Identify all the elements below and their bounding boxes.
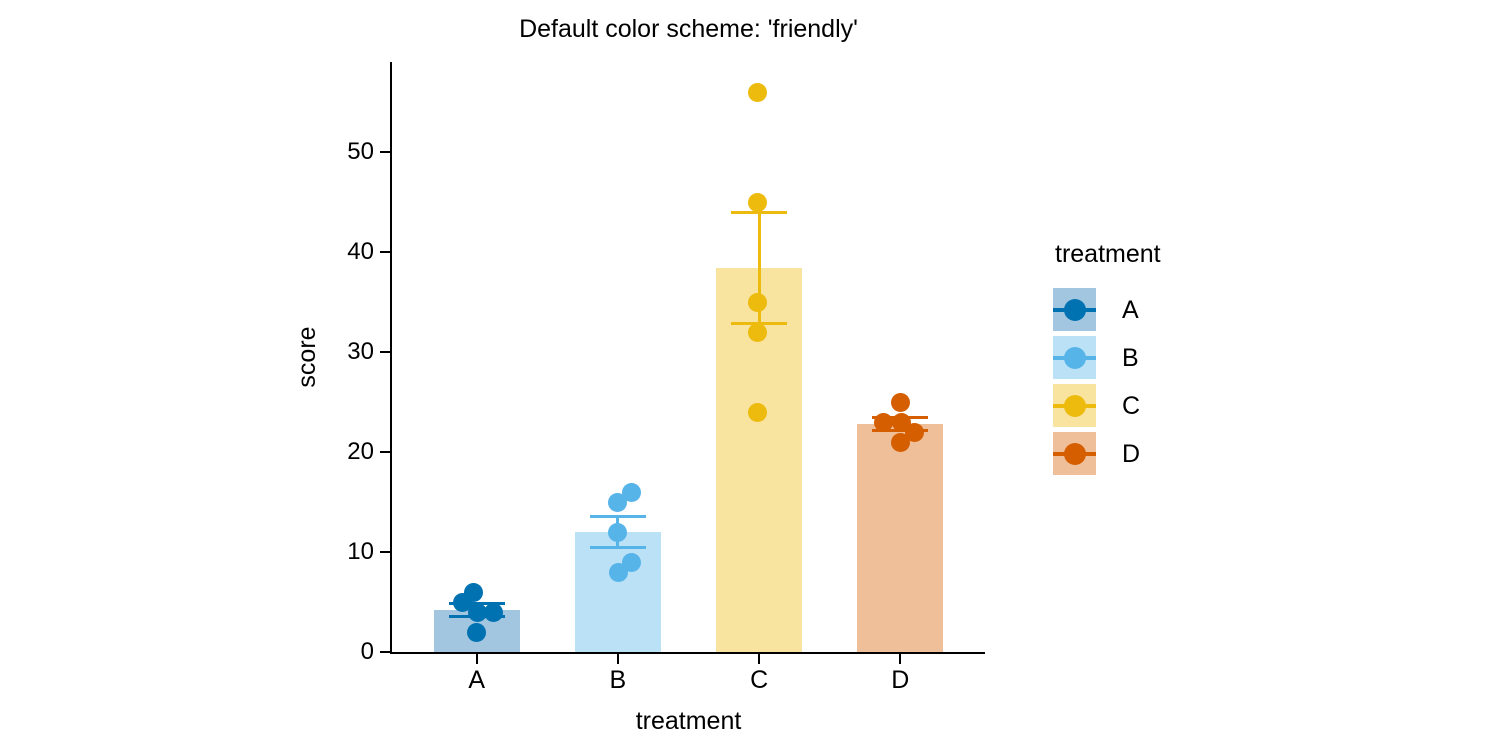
data-point-D [890,432,910,452]
y-tick-label: 10 [347,538,374,565]
legend-key-dot [1063,442,1086,465]
y-tick-label: 30 [347,338,374,365]
y-tick-mark [380,551,390,553]
data-point-A [468,602,488,622]
bar-B [574,532,661,652]
x-tick-label: C [750,666,769,694]
legend-key-C [1053,384,1096,427]
y-tick-mark [380,351,390,353]
error-cap-B [589,546,646,550]
y-tick-label: 20 [347,438,374,465]
x-tick-mark [616,654,619,664]
legend-entry-D: D [1053,432,1161,475]
data-point-C [747,322,767,342]
error-cap-B [589,514,646,518]
x-tick-label: B [609,666,627,694]
data-point-B [622,482,642,502]
legend-label: C [1122,391,1141,420]
data-point-C [747,292,767,312]
legend-entry-B: B [1053,336,1161,379]
data-point-D [873,412,893,432]
legend-key-dot [1063,346,1086,369]
legend-title: treatment [1055,240,1161,268]
data-point-B [608,492,628,512]
data-point-D [890,392,910,412]
error-cap-C [731,211,788,215]
data-point-D [904,422,924,442]
legend-key-dot [1063,298,1086,321]
legend-key-D [1053,432,1096,475]
y-tick-mark [380,251,390,253]
x-tick-mark [475,654,478,664]
y-tick-label: 40 [347,238,374,265]
y-axis-title: score [293,326,321,388]
x-tick-label: D [891,666,910,694]
y-tick-label: 0 [360,638,374,665]
legend-label: A [1122,295,1139,324]
data-point-A [453,592,473,612]
legend-key-A [1053,288,1096,331]
x-tick-label: A [468,666,486,694]
legend-label: D [1122,439,1141,468]
data-point-B [609,562,629,582]
y-tick-mark [380,451,390,453]
data-point-A [467,622,487,642]
data-point-C [747,402,767,422]
legend-key-B [1053,336,1096,379]
error-bar-C [757,212,761,324]
legend-label: B [1122,343,1139,372]
legend-entry-A: A [1053,288,1161,331]
data-point-A [484,602,504,622]
data-point-B [608,522,628,542]
x-tick-mark [758,654,761,664]
y-tick-mark [380,151,390,153]
legend-entry-C: C [1053,384,1161,427]
y-tick-mark [380,651,390,653]
legend-key-dot [1063,394,1086,417]
bar-D [857,424,944,652]
data-point-B [622,552,642,572]
data-point-C [747,192,767,212]
x-tick-mark [899,654,902,664]
plot-area: 0 10 20 30 40 50 A B C D [347,62,985,694]
y-tick-label: 50 [347,138,374,165]
x-axis-title: treatment [635,707,742,735]
data-point-C [747,82,767,102]
chart-title: Default color scheme: 'friendly' [519,15,858,43]
